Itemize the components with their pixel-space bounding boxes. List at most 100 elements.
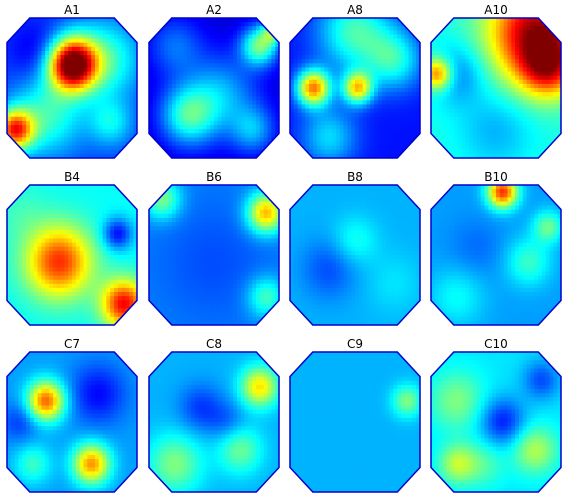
heatmap-cell bbox=[171, 75, 177, 81]
heatmap-cell bbox=[248, 26, 253, 31]
heatmap-cell bbox=[221, 42, 227, 48]
heatmap-cell bbox=[214, 125, 219, 130]
heatmap-cell bbox=[60, 209, 65, 215]
heatmap-cell bbox=[377, 88, 383, 93]
heatmap-cell bbox=[549, 92, 554, 97]
heatmap-cell bbox=[248, 34, 253, 40]
heatmap-cell bbox=[22, 88, 27, 93]
heatmap-cell bbox=[366, 50, 371, 56]
heatmap-cell bbox=[152, 125, 158, 130]
heatmap-cell bbox=[256, 88, 261, 93]
heatmap-cell bbox=[10, 50, 16, 56]
heatmap-cell bbox=[309, 50, 314, 56]
heatmap-cell bbox=[117, 141, 123, 147]
heatmap-cell bbox=[49, 112, 54, 118]
heatmap-cell bbox=[117, 125, 123, 130]
heatmap-cell bbox=[530, 18, 535, 23]
heatmap-cell bbox=[194, 133, 200, 139]
heatmap-cell bbox=[233, 133, 238, 139]
heatmap-cell bbox=[549, 38, 554, 44]
heatmap-cell bbox=[492, 26, 497, 31]
heatmap-cell bbox=[347, 46, 352, 52]
heatmap-cell bbox=[549, 133, 554, 139]
heatmap-cell bbox=[385, 137, 391, 143]
heatmap-cell bbox=[79, 137, 85, 143]
heatmap-cell bbox=[256, 145, 261, 151]
heatmap-cell bbox=[442, 104, 447, 110]
heatmap-cell bbox=[362, 26, 368, 31]
heatmap-cell bbox=[236, 96, 242, 101]
heatmap-cell bbox=[7, 18, 12, 23]
heatmap-cell bbox=[446, 34, 451, 40]
heatmap-cell bbox=[389, 137, 394, 143]
heatmap-cell bbox=[271, 75, 276, 81]
heatmap-cell bbox=[499, 46, 505, 52]
heatmap-cell bbox=[496, 129, 501, 134]
heatmap-cell bbox=[457, 133, 463, 139]
heatmap-cell bbox=[538, 88, 543, 93]
heatmap-cell bbox=[37, 193, 43, 198]
heatmap-cell bbox=[469, 55, 474, 60]
heatmap-cell bbox=[271, 145, 276, 151]
heatmap-cell bbox=[377, 18, 383, 23]
heatmap-cell bbox=[91, 71, 96, 77]
heatmap-cell bbox=[18, 104, 23, 110]
heatmap-cell bbox=[511, 104, 516, 110]
heatmap-cell bbox=[488, 149, 493, 155]
heatmap-cell bbox=[98, 108, 104, 114]
heatmap-cell bbox=[14, 83, 20, 89]
heatmap-cell bbox=[98, 100, 104, 106]
heatmap-cell bbox=[179, 83, 185, 89]
heatmap-cell bbox=[52, 59, 58, 64]
heatmap-cell bbox=[385, 100, 391, 106]
heatmap-cell bbox=[7, 88, 12, 93]
panel-border bbox=[430, 17, 562, 159]
heatmap-cell bbox=[385, 42, 391, 48]
heatmap-cell bbox=[33, 217, 39, 223]
heatmap-cell bbox=[324, 67, 329, 73]
heatmap-cell bbox=[198, 46, 204, 52]
heatmap-cell bbox=[26, 189, 31, 194]
heatmap-cell bbox=[347, 18, 352, 23]
heatmap-cell bbox=[453, 120, 459, 126]
heatmap-cell bbox=[343, 34, 348, 40]
heatmap-cell bbox=[87, 22, 92, 27]
heatmap-cell bbox=[480, 145, 486, 151]
heatmap-cell bbox=[480, 104, 486, 110]
heatmap-cell bbox=[381, 145, 387, 151]
heatmap-cell bbox=[434, 149, 440, 155]
heatmap-cell bbox=[404, 59, 410, 64]
heatmap-cell bbox=[518, 141, 524, 147]
heatmap-cell bbox=[324, 22, 329, 27]
heatmap-cell bbox=[217, 125, 223, 130]
heatmap-cell bbox=[453, 59, 459, 64]
heatmap-cell bbox=[22, 75, 27, 81]
heatmap-cell bbox=[91, 213, 96, 219]
heatmap-cell bbox=[545, 50, 551, 56]
heatmap-cell bbox=[221, 108, 227, 114]
heatmap-cell bbox=[499, 129, 505, 134]
heatmap-cell bbox=[343, 116, 348, 122]
heatmap-cell bbox=[476, 42, 482, 48]
heatmap-cell bbox=[191, 133, 196, 139]
heatmap-cell bbox=[202, 26, 207, 31]
heatmap-cell bbox=[385, 46, 391, 52]
heatmap-cell bbox=[335, 96, 341, 101]
heatmap-cell bbox=[83, 71, 88, 77]
heatmap-cell bbox=[110, 22, 115, 27]
heatmap-cell bbox=[335, 120, 341, 126]
heatmap-cell bbox=[267, 83, 272, 89]
heatmap-cell bbox=[225, 141, 230, 147]
heatmap-cell bbox=[233, 88, 238, 93]
heatmap-cell bbox=[52, 38, 58, 44]
heatmap-cell bbox=[328, 71, 333, 77]
heatmap-cell bbox=[515, 133, 520, 139]
heatmap-cell bbox=[214, 88, 219, 93]
heatmap-cell bbox=[393, 92, 398, 97]
heatmap-cell bbox=[191, 96, 196, 101]
heatmap-cell bbox=[129, 42, 134, 48]
heatmap-cell bbox=[10, 149, 16, 155]
heatmap-cell bbox=[515, 75, 520, 81]
heatmap-cell bbox=[22, 120, 27, 126]
heatmap-cell bbox=[164, 26, 169, 31]
